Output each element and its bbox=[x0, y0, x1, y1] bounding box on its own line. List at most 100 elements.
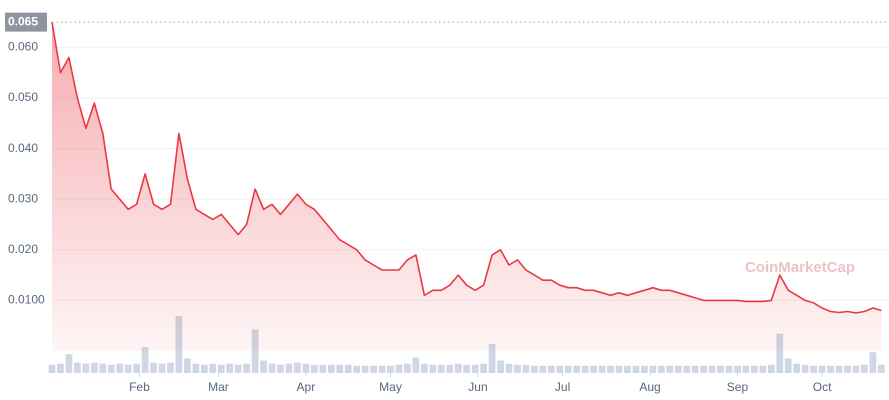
volume-bar bbox=[598, 365, 606, 373]
volume-bar bbox=[573, 365, 581, 373]
volume-bar bbox=[437, 364, 445, 373]
volume-bar bbox=[793, 363, 801, 373]
max-label-box bbox=[5, 12, 47, 32]
volume-bar bbox=[581, 365, 589, 373]
volume-bar bbox=[691, 365, 699, 373]
volume-bar bbox=[861, 364, 868, 373]
volume-bar bbox=[378, 365, 386, 373]
volume-bar bbox=[505, 363, 513, 373]
volume-bar bbox=[641, 365, 648, 373]
x-tick-label: Sep bbox=[727, 380, 749, 394]
volume-bar bbox=[827, 365, 834, 373]
volume-bar bbox=[353, 365, 361, 373]
volume-bar bbox=[226, 363, 234, 373]
y-tick-label: 0.050 bbox=[8, 90, 38, 104]
volume-bar bbox=[522, 364, 530, 373]
x-tick-label: Apr bbox=[297, 380, 316, 394]
volume-bar bbox=[810, 365, 818, 373]
volume-bar bbox=[361, 365, 369, 373]
volume-bar bbox=[57, 363, 64, 373]
volume-bar bbox=[260, 360, 267, 373]
y-tick-label: 0.020 bbox=[8, 242, 38, 256]
volume-bar bbox=[488, 343, 496, 373]
volume-bar bbox=[336, 364, 344, 373]
volume-bar bbox=[463, 364, 471, 373]
volume-bar bbox=[65, 354, 73, 373]
volume-bar bbox=[429, 364, 437, 373]
volume-bar bbox=[531, 365, 538, 373]
volume-bar bbox=[167, 362, 174, 373]
y-tick-label: 0.060 bbox=[8, 40, 38, 54]
volume-bar bbox=[683, 365, 691, 373]
volume-bar bbox=[74, 362, 81, 373]
volume-bar bbox=[497, 360, 504, 373]
volume-bar bbox=[844, 365, 851, 373]
volume-bar bbox=[251, 329, 259, 373]
volume-bar bbox=[107, 364, 115, 373]
volume-bar bbox=[742, 365, 750, 373]
volume-bar bbox=[759, 365, 767, 373]
volume-bar bbox=[818, 365, 826, 373]
volume-bar bbox=[615, 365, 623, 373]
volume-bar bbox=[700, 365, 708, 373]
volume-bar bbox=[48, 364, 56, 373]
volume-bar bbox=[852, 365, 860, 373]
volume-bar bbox=[184, 358, 191, 373]
volume-bar bbox=[454, 363, 462, 373]
volume-bar bbox=[674, 365, 682, 373]
volume-bar bbox=[649, 365, 657, 373]
volume-bar bbox=[708, 365, 716, 373]
volume-bar bbox=[344, 364, 352, 373]
watermark: CoinMarketCap bbox=[745, 259, 855, 276]
volume-bar bbox=[784, 358, 792, 373]
volume-bar bbox=[734, 365, 741, 373]
max-label: 0.065 bbox=[8, 14, 38, 28]
x-tick-label: Jun bbox=[468, 380, 487, 394]
volume-bar bbox=[480, 363, 487, 373]
y-tick-label: 0.0100 bbox=[8, 293, 45, 307]
volume-bar bbox=[412, 357, 420, 373]
x-tick-label: Mar bbox=[208, 380, 229, 394]
volume-bar bbox=[624, 365, 631, 373]
volume-bar bbox=[776, 333, 784, 373]
volume-layer bbox=[48, 316, 885, 373]
volume-bar bbox=[717, 365, 724, 373]
volume-bar bbox=[446, 364, 454, 373]
volume-bar bbox=[150, 362, 157, 373]
volume-bar bbox=[547, 365, 555, 373]
volume-bar bbox=[404, 363, 411, 373]
volume-bar bbox=[116, 363, 124, 373]
volume-bar bbox=[632, 365, 640, 373]
volume-bar bbox=[657, 365, 665, 373]
volume-bar bbox=[99, 363, 107, 373]
line-layer bbox=[51, 21, 882, 314]
volume-bar bbox=[277, 364, 284, 373]
volume-bar bbox=[200, 364, 208, 373]
x-tick-label: Jul bbox=[555, 380, 570, 394]
price-line bbox=[51, 21, 882, 314]
volume-bar bbox=[564, 365, 572, 373]
volume-bar bbox=[767, 364, 775, 373]
y-tick-label: 0.030 bbox=[8, 191, 38, 205]
volume-bar bbox=[243, 363, 251, 373]
volume-bar bbox=[590, 365, 597, 373]
volume-bar bbox=[869, 352, 877, 373]
volume-bar bbox=[90, 362, 98, 373]
volume-bar bbox=[319, 364, 327, 373]
volume-bar bbox=[539, 365, 547, 373]
volume-bar bbox=[801, 364, 809, 373]
volume-bar bbox=[310, 364, 318, 373]
y-tick-label: 0.040 bbox=[8, 141, 38, 155]
volume-bar bbox=[268, 363, 276, 373]
x-tick-label: May bbox=[379, 380, 402, 394]
volume-bar bbox=[327, 364, 335, 373]
volume-bar bbox=[395, 364, 403, 373]
volume-bar bbox=[370, 365, 377, 373]
volume-bar bbox=[234, 364, 242, 373]
volume-bar bbox=[285, 363, 293, 373]
volume-bar bbox=[514, 364, 521, 373]
volume-bar bbox=[302, 363, 310, 373]
volume-bar bbox=[141, 347, 149, 373]
volume-bar bbox=[471, 364, 479, 373]
volume-bar bbox=[725, 365, 733, 373]
